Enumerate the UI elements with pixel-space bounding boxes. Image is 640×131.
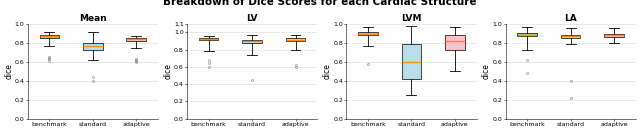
Y-axis label: dice: dice <box>4 63 13 79</box>
PathPatch shape <box>40 35 59 38</box>
PathPatch shape <box>561 35 580 38</box>
PathPatch shape <box>285 38 305 41</box>
Title: LV: LV <box>246 15 258 23</box>
PathPatch shape <box>445 35 465 50</box>
Text: Breakdown of Dice Scores for each Cardiac Structure: Breakdown of Dice Scores for each Cardia… <box>163 0 477 7</box>
PathPatch shape <box>83 43 102 50</box>
PathPatch shape <box>402 45 421 79</box>
Title: LVM: LVM <box>401 15 422 23</box>
Title: LA: LA <box>564 15 577 23</box>
PathPatch shape <box>518 33 537 36</box>
Y-axis label: dice: dice <box>163 63 172 79</box>
PathPatch shape <box>199 38 218 40</box>
PathPatch shape <box>243 40 262 43</box>
Title: Mean: Mean <box>79 15 107 23</box>
PathPatch shape <box>604 34 624 37</box>
PathPatch shape <box>127 38 146 41</box>
Y-axis label: dice: dice <box>323 63 332 79</box>
Y-axis label: dice: dice <box>482 63 491 79</box>
PathPatch shape <box>358 32 378 36</box>
